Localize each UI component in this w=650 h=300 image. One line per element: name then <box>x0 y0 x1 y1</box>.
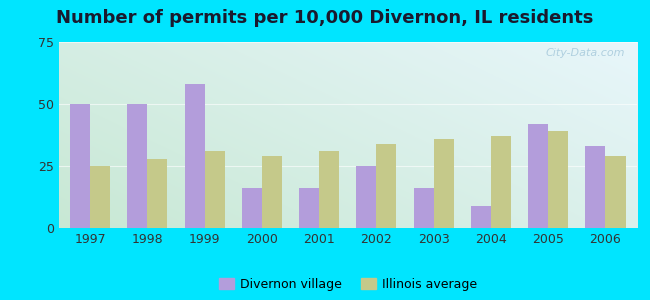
Bar <box>242 188 262 228</box>
Bar <box>262 156 282 228</box>
Bar <box>606 156 625 228</box>
Bar <box>548 131 568 228</box>
Bar <box>127 104 148 228</box>
Bar <box>413 188 434 228</box>
Text: Number of permits per 10,000 Divernon, IL residents: Number of permits per 10,000 Divernon, I… <box>57 9 593 27</box>
Bar <box>528 124 548 228</box>
Bar <box>185 84 205 228</box>
Legend: Divernon village, Illinois average: Divernon village, Illinois average <box>214 273 482 296</box>
Bar <box>148 159 167 228</box>
Bar <box>90 166 110 228</box>
Bar <box>471 206 491 228</box>
Bar <box>70 104 90 228</box>
Bar <box>299 188 319 228</box>
Text: City-Data.com: City-Data.com <box>546 48 625 58</box>
Bar <box>586 146 606 228</box>
Bar <box>491 136 511 228</box>
Bar <box>376 144 396 228</box>
Bar <box>434 139 454 228</box>
Bar <box>205 151 225 228</box>
Bar <box>356 166 376 228</box>
Bar <box>319 151 339 228</box>
